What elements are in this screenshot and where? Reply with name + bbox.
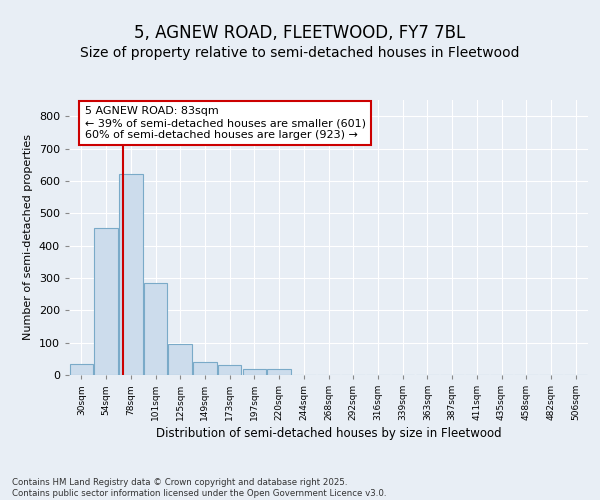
Text: Size of property relative to semi-detached houses in Fleetwood: Size of property relative to semi-detach… [80,46,520,60]
Bar [169,344,192,375]
Bar [94,228,118,375]
Text: Contains HM Land Registry data © Crown copyright and database right 2025.
Contai: Contains HM Land Registry data © Crown c… [12,478,386,498]
Bar [144,283,167,375]
Bar [268,369,291,375]
Bar [70,364,93,375]
Bar [193,362,217,375]
Bar [242,368,266,375]
Y-axis label: Number of semi-detached properties: Number of semi-detached properties [23,134,33,340]
Text: 5 AGNEW ROAD: 83sqm
← 39% of semi-detached houses are smaller (601)
60% of semi-: 5 AGNEW ROAD: 83sqm ← 39% of semi-detach… [85,106,365,140]
X-axis label: Distribution of semi-detached houses by size in Fleetwood: Distribution of semi-detached houses by … [155,428,502,440]
Text: 5, AGNEW ROAD, FLEETWOOD, FY7 7BL: 5, AGNEW ROAD, FLEETWOOD, FY7 7BL [134,24,466,42]
Bar [119,174,143,375]
Bar [218,366,241,375]
